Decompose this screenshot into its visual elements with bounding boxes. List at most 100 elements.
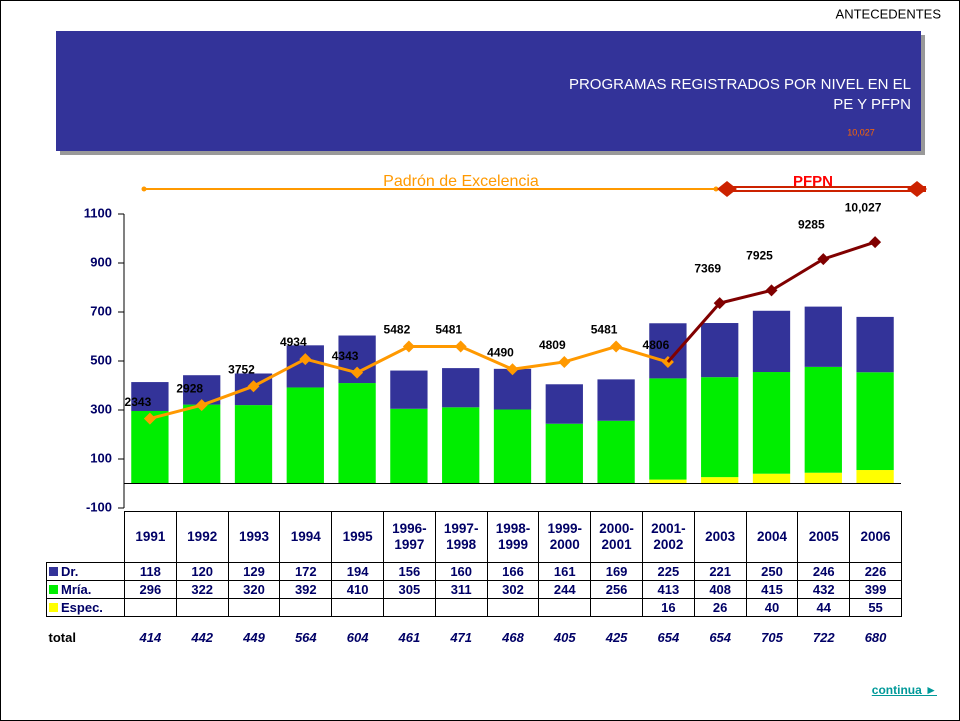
category-label: 1994 [279, 511, 333, 563]
bar-segment [752, 473, 791, 484]
category-label: 2001-2002 [641, 511, 695, 563]
table-value: 322 [191, 582, 214, 597]
category-label: 2003 [693, 511, 747, 563]
table-cell: 415 [745, 580, 799, 599]
legend-label: Mría. [61, 582, 92, 597]
bar-segment [597, 379, 635, 421]
line-point [506, 363, 519, 376]
table-cell [434, 598, 488, 617]
data-label: 5482 [384, 323, 411, 337]
line-point [869, 236, 882, 249]
data-label: 9285 [798, 217, 825, 231]
table-cell: 160 [434, 562, 488, 581]
bar-segment [545, 384, 583, 424]
table-value: 169 [605, 564, 628, 579]
table-cell: 320 [227, 580, 281, 599]
table-value: 296 [139, 582, 162, 597]
table-cell: 296 [124, 580, 177, 599]
total-value: 442 [191, 629, 214, 645]
legend-entry: Mría. [46, 580, 125, 599]
bar-segment [493, 409, 532, 484]
banner-title: PROGRAMAS REGISTRADOS POR NIVEL EN EL [569, 76, 911, 93]
bar-segment [597, 420, 635, 484]
line-point [713, 297, 726, 310]
y-tick-label: 300 [90, 401, 112, 416]
table-cell: 16 [641, 598, 695, 617]
table-value: 160 [450, 564, 473, 579]
data-label: 10,027 [845, 200, 882, 214]
table-cell: 250 [745, 562, 799, 581]
table-cell: 225 [641, 562, 695, 581]
total-value: 722 [812, 629, 835, 645]
y-tick-label: 1100 [84, 205, 112, 220]
table-cell: 302 [486, 580, 540, 599]
data-label: 7369 [694, 261, 721, 275]
bar-segment [701, 323, 739, 378]
bar-segment [286, 387, 324, 484]
table-value: 221 [709, 564, 732, 579]
category-label: 1997-1998 [434, 511, 488, 563]
table-cell [124, 598, 177, 617]
table-cell [47, 512, 125, 563]
table-value: 415 [761, 582, 783, 597]
banner [56, 31, 921, 151]
category-label: 2004 [745, 511, 799, 563]
y-tick-label: 700 [90, 303, 112, 318]
table-value: 246 [812, 564, 835, 579]
line-point [402, 340, 415, 353]
bar-segment [856, 372, 894, 471]
table-value: 432 [812, 582, 835, 597]
total-value: 449 [243, 629, 265, 645]
table-cell: 311 [434, 580, 488, 599]
category-label: 2005 [797, 511, 851, 563]
total-value: 564 [294, 629, 317, 645]
table-row: total 414 442 449 564 604 461 471 468 405 425 654 65… [47, 617, 902, 658]
table-cell: 246 [797, 562, 851, 581]
table-cell: 156 [382, 562, 436, 581]
table-value: 311 [450, 582, 472, 597]
table-cell: 408 [693, 580, 747, 599]
table-cell: 166 [486, 562, 540, 581]
span-label: PFPN [793, 173, 833, 190]
data-table: 1991 1992 1993 1994 1995 1996-1997 1997-1998 19… [46, 511, 902, 657]
total-value: 654 [657, 629, 680, 645]
table-cell [227, 598, 281, 617]
table-value: 226 [864, 564, 887, 579]
table-value: 118 [139, 564, 161, 579]
total-label: total [48, 629, 76, 645]
bar-segment [856, 316, 894, 373]
category-label: 2006 [849, 511, 902, 563]
bar-segment [338, 383, 376, 484]
data-label: 4806 [643, 338, 670, 352]
table-value: 305 [398, 582, 421, 597]
y-tick-label: -100 [86, 499, 112, 514]
table-value: 244 [553, 582, 576, 597]
total-value: 468 [502, 629, 524, 645]
legend-label: Dr. [61, 564, 79, 579]
legend-swatch [49, 567, 58, 576]
table-cell: 221 [693, 562, 747, 581]
data-label: 3752 [228, 362, 255, 376]
line-point [247, 380, 260, 393]
line-point [817, 253, 830, 266]
bar-segment [856, 470, 894, 484]
line-point [143, 412, 156, 425]
table-value: 410 [346, 582, 369, 597]
continue-link[interactable]: continua ► [871, 683, 937, 697]
bar-segment [234, 405, 273, 484]
table-cell [538, 598, 592, 617]
bar-segment [131, 382, 169, 411]
table-value: 250 [761, 564, 783, 579]
table-value: 194 [346, 564, 369, 579]
table-cell [175, 598, 229, 617]
header: ANTECEDENTES [836, 6, 942, 21]
y-tick-label: 500 [90, 352, 112, 367]
category-label: 1991 [124, 511, 177, 563]
legend-label: Espec. [61, 600, 103, 615]
bar-segment [493, 368, 532, 410]
data-label: 2928 [176, 381, 203, 395]
table-cell: 194 [331, 562, 384, 581]
table-value: 156 [398, 564, 421, 579]
data-label: 4809 [539, 338, 566, 352]
